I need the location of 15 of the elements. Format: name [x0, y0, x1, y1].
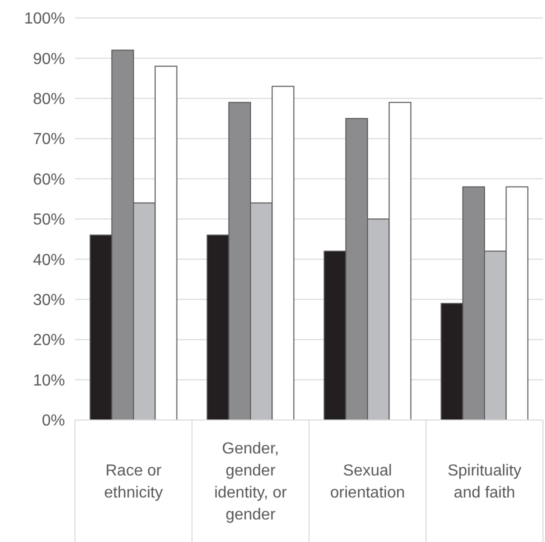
y-tick-label: 60%: [32, 171, 65, 188]
x-tick-label: Gender, gender identity, or gender: [214, 440, 288, 524]
x-tick-label: Sexual orientation: [330, 462, 405, 502]
y-tick-label: 80%: [32, 91, 65, 108]
y-tick-label: 30%: [32, 292, 65, 309]
y-tick-label: 70%: [32, 131, 65, 148]
y-tick-label: 0%: [42, 412, 65, 430]
y-tick-label: 50%: [32, 212, 65, 229]
y-tick-label: 100%: [24, 10, 65, 28]
y-tick-label: 10%: [32, 372, 65, 390]
y-tick-label: 20%: [32, 332, 65, 350]
y-tick-label: 40%: [32, 252, 65, 269]
x-tick-label: Spirituality and faith: [448, 462, 522, 502]
y-tick-label: 90%: [32, 50, 65, 68]
x-tick-label: Race or ethnicity: [104, 462, 163, 502]
